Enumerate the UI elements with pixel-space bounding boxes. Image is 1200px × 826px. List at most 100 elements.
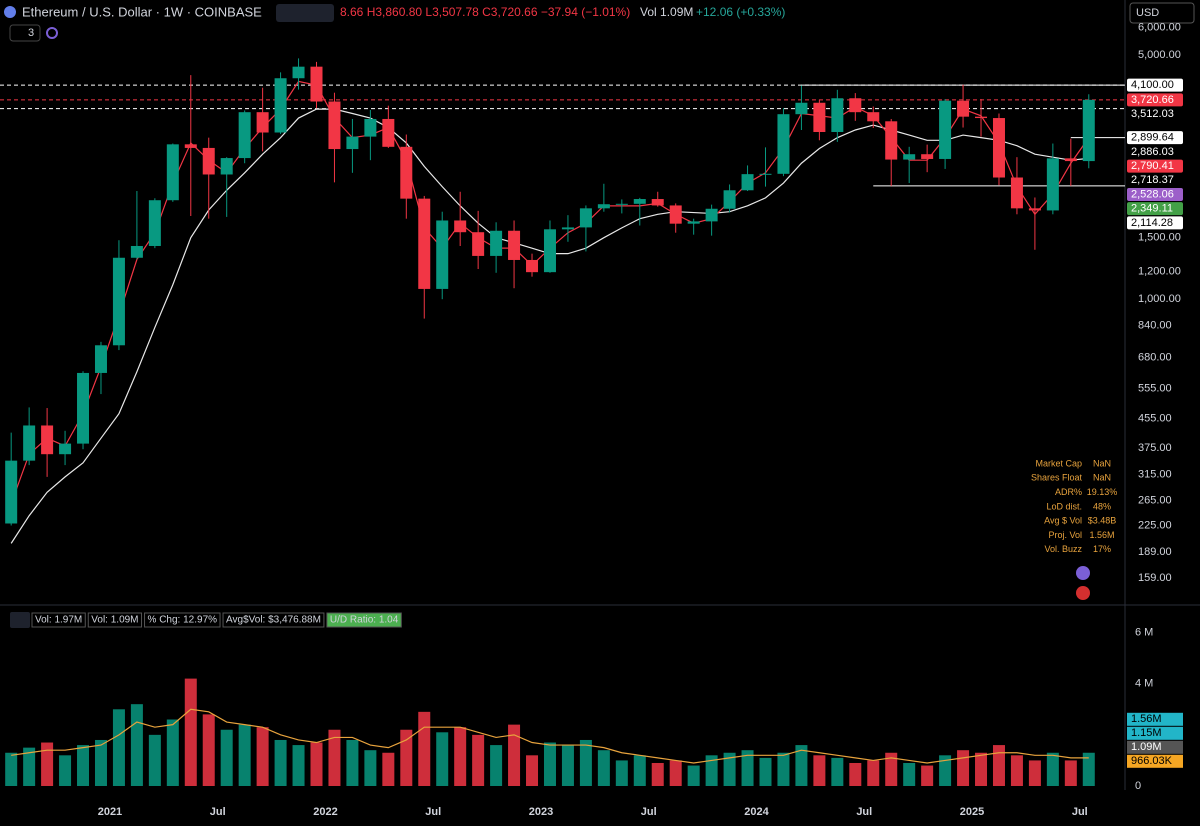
candle-body [867,112,880,122]
volume-bar [597,750,610,786]
x-tick-label: Jul [641,806,657,818]
volume-legend-item: % Chg: 12.97% [148,615,218,626]
candle-body [615,203,628,205]
volume-legend-box [144,612,221,628]
volume-collapse[interactable] [10,612,30,628]
candle-body [220,158,233,175]
volume-average [11,708,1089,764]
currency-select[interactable] [1129,2,1195,24]
x-tick-label: 2024 [744,806,769,818]
price-label: 2,718.37 [1131,174,1174,186]
price-label-box [1127,131,1183,145]
price-label-box [1127,173,1183,187]
volume-label-box [1127,754,1183,768]
stat-label: Proj. Vol [1048,530,1082,540]
volume-label: 1.15M [1131,727,1162,739]
price-label: 2,790.41 [1131,160,1174,172]
price-label: 2,349.11 [1131,203,1173,215]
stat-label: Market Cap [1035,458,1082,468]
volume-tick-label: 4 M [1135,678,1153,690]
volume-bar [112,709,125,786]
candle-body [41,425,54,455]
volume-bar [418,711,431,786]
candle-body [741,174,754,191]
volume-label: 1.09M [1131,741,1162,753]
volume-bar [238,724,251,786]
candle-body [310,66,323,102]
y-tick-label: 159.00 [1138,572,1172,584]
y-tick-label: 555.00 [1138,382,1172,394]
volume-bar [957,750,970,786]
y-tick-label: 189.00 [1138,546,1172,558]
candle-body [418,198,431,289]
candle-body [454,220,467,233]
volume-bar [148,734,161,786]
volume-bar [867,760,880,786]
flag-icon [1076,586,1090,600]
volume-bar [346,739,359,786]
volume-bar [472,734,485,786]
volume-bar [292,745,305,786]
candle-body [651,199,664,206]
volume-label: 1.56M [1131,713,1162,725]
volume-bar [921,765,934,786]
price-label: 2,886.03 [1131,146,1174,158]
y-tick-label: 6,000.00 [1138,21,1181,33]
candle-body [112,257,125,346]
candle-body [723,190,736,209]
x-tick-label: Jul [425,806,441,818]
x-tick-label: 2021 [98,806,122,818]
sync-icon [46,27,58,39]
volume-bar [184,678,197,786]
candle-body [1064,158,1077,162]
volume-tick-label: 0 [1135,780,1141,792]
candle-body [813,102,826,133]
y-tick-label: 315.00 [1138,468,1172,480]
volume-bar [1010,755,1023,786]
volume-bar [256,727,269,786]
volume-bar [508,724,521,786]
volume-bar [94,739,107,786]
price-label-box [1127,187,1183,201]
stat-label: LoD dist. [1046,501,1082,511]
candle-body [400,146,413,199]
stat-label: Vol. Buzz [1044,544,1082,554]
candle-body [328,101,341,150]
volume-legend-item: Vol: 1.97M [35,615,82,626]
volume-bar [274,739,287,786]
volume-bar [579,739,592,786]
volume-bar [975,752,988,786]
volume-bar [130,704,143,786]
candle-body [364,118,377,137]
volume-bar [41,742,54,786]
toolbar-icons[interactable] [276,4,334,22]
volume-bar [777,752,790,786]
x-tick-label: Jul [210,806,226,818]
volume-bar [885,752,898,786]
price-label: 2,528.06 [1131,188,1174,200]
volume-bar [77,745,90,786]
price-label: 3,512.03 [1131,108,1174,120]
candle-body [579,208,592,228]
candle-body [1046,158,1059,211]
volume-bar [849,762,862,786]
volume-bar [543,742,556,786]
volume-bar [1082,752,1095,786]
candle-body [597,204,610,209]
volume-label: 966.03K [1131,755,1173,767]
candle-body [849,98,862,113]
stat-value: 19.13% [1087,487,1118,497]
indicator-toggle[interactable] [9,24,41,42]
price-label: 3,720.66 [1131,94,1174,106]
volume-bar [490,745,503,786]
volume-legend-box [326,612,402,628]
volume-legend-item: U/D Ratio: 1.04 [330,615,399,626]
volume-legend-item: Avg$Vol: $3,476.88M [226,615,321,626]
x-tick-label: Jul [856,806,872,818]
candle-body [130,245,143,258]
volume-bar [633,755,646,786]
candle-body [543,229,556,273]
volume-bar [795,745,808,786]
candle-body [166,144,179,201]
